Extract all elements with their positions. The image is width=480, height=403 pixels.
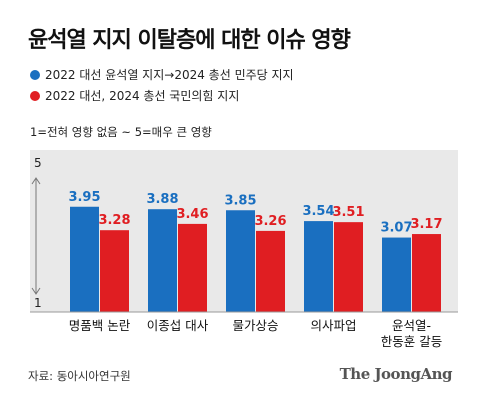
legend-item-1: 2022 대선, 2024 총선 국민의힘 지지	[30, 87, 239, 104]
bar-1-0	[100, 230, 129, 312]
bar-0-3	[304, 221, 333, 312]
bar-0-4	[382, 237, 411, 312]
category-label-1-0: 이종섭 대사	[147, 318, 209, 333]
category-label-2-0: 물가상승	[232, 318, 278, 333]
category-label-3-0: 의사파업	[310, 318, 356, 333]
bar-1-3	[334, 222, 363, 312]
data-label-0-3: 3.54	[302, 204, 334, 219]
legend-swatch-1	[30, 91, 40, 101]
bar-0-1	[148, 209, 177, 312]
y-axis-arrow-head-down	[31, 287, 41, 295]
data-label-0-4: 3.07	[380, 221, 412, 236]
legend-swatch-0	[30, 70, 40, 80]
chart-title: 윤석열 지지 이탈층에 대한 이슈 영향	[28, 28, 351, 53]
brand-logo: The JoongAng	[339, 365, 453, 383]
data-label-1-2: 3.26	[254, 214, 286, 229]
data-label-0-0: 3.95	[68, 190, 100, 205]
legend-item-0: 2022 대선 윤석열 지지→2024 총선 민주당 지지	[30, 66, 294, 83]
scale-note: 1=전혀 영향 없음 ~ 5=매우 큰 영향	[30, 125, 212, 139]
bar-0-2	[226, 210, 255, 312]
data-label-1-3: 3.51	[332, 205, 364, 220]
category-label-4-0: 윤석열-	[392, 318, 431, 333]
category-label-0-0: 명품백 논란	[69, 318, 131, 333]
data-label-0-1: 3.88	[146, 192, 178, 207]
bar-1-4	[412, 234, 441, 312]
data-label-0-2: 3.85	[224, 193, 256, 208]
category-label-4-1: 한동훈 갈등	[381, 334, 442, 349]
legend-label-0: 2022 대선 윤석열 지지→2024 총선 민주당 지지	[45, 68, 294, 82]
bar-1-1	[178, 223, 207, 312]
data-label-1-0: 3.28	[98, 213, 130, 228]
data-label-1-1: 3.46	[176, 207, 208, 222]
y-axis-arrow-head-up	[31, 177, 41, 185]
y-tick-label-min: 1	[34, 296, 42, 310]
source-note: 자료: 동아시아연구원	[28, 369, 131, 383]
legend-label-1: 2022 대선, 2024 총선 국민의힘 지지	[45, 89, 240, 103]
bar-0-0	[70, 206, 99, 312]
y-tick-label-max: 5	[34, 156, 42, 170]
data-label-1-4: 3.17	[410, 217, 442, 232]
bar-1-2	[256, 230, 285, 312]
